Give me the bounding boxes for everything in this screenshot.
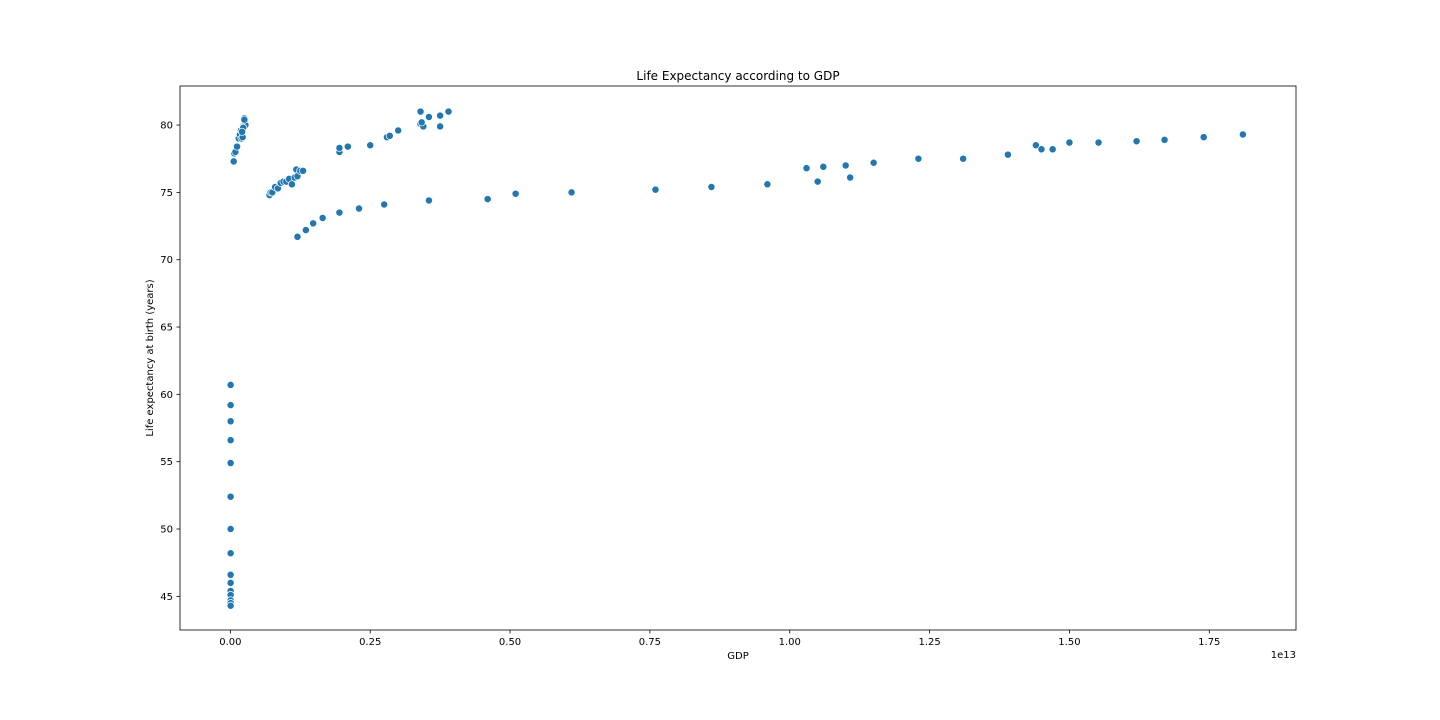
data-point xyxy=(1238,130,1247,139)
data-point xyxy=(1160,135,1169,144)
data-point xyxy=(226,578,235,587)
y-tick-label: 65 xyxy=(160,323,173,334)
x-tick-label: 0.00 xyxy=(219,637,241,648)
data-point xyxy=(287,180,296,189)
x-tick-label: 1.25 xyxy=(918,637,940,648)
y-tick-label: 60 xyxy=(160,390,173,401)
data-point xyxy=(1031,141,1040,150)
data-point xyxy=(813,177,822,186)
data-point xyxy=(417,118,426,127)
data-point xyxy=(483,195,492,204)
data-point xyxy=(299,166,308,175)
data-point xyxy=(355,204,363,213)
data-point xyxy=(226,525,235,533)
data-point xyxy=(1094,138,1103,147)
data-points xyxy=(226,107,1247,610)
x-axis-label: GDP xyxy=(727,651,748,662)
plot-frame xyxy=(179,85,1297,631)
data-point xyxy=(380,200,389,209)
x-axis-offset-label: 1e13 xyxy=(1271,650,1296,661)
x-axis-ticks: 0.00 0.25 0.50 0.75 1.00 1.25 1.50 1.75 xyxy=(219,630,1220,648)
data-point xyxy=(651,185,660,194)
data-point xyxy=(914,154,923,163)
y-axis-ticks: 45 50 55 60 65 70 75 80 xyxy=(160,121,180,603)
data-point xyxy=(238,127,247,136)
data-point xyxy=(226,417,235,426)
data-point xyxy=(511,189,520,198)
data-point xyxy=(802,164,811,173)
x-tick-label: 1.00 xyxy=(779,637,801,648)
x-tick-label: 0.75 xyxy=(639,637,661,648)
data-point xyxy=(293,232,302,241)
data-point xyxy=(343,142,352,151)
data-point xyxy=(385,131,394,140)
data-point xyxy=(394,126,403,135)
data-point xyxy=(1132,137,1141,146)
y-tick-label: 80 xyxy=(160,121,173,132)
data-point xyxy=(318,214,327,222)
x-tick-label: 1.50 xyxy=(1058,637,1080,648)
data-point xyxy=(226,436,235,445)
data-point xyxy=(846,173,855,182)
data-point xyxy=(763,180,772,189)
data-point xyxy=(335,143,344,152)
data-point xyxy=(707,183,716,191)
data-point xyxy=(1199,133,1208,142)
data-point xyxy=(366,141,375,150)
y-tick-label: 75 xyxy=(160,188,173,199)
data-point xyxy=(226,570,235,579)
data-point xyxy=(424,196,433,205)
data-point xyxy=(436,111,445,120)
y-tick-label: 70 xyxy=(160,255,173,266)
x-tick-label: 0.25 xyxy=(359,637,381,648)
data-point xyxy=(1003,150,1012,159)
data-point xyxy=(335,208,344,217)
data-point xyxy=(301,226,310,235)
data-point xyxy=(959,154,968,163)
data-point xyxy=(226,459,235,467)
data-point xyxy=(226,601,235,610)
data-point xyxy=(416,107,425,116)
chart-title: Life Expectancy according to GDP xyxy=(636,69,839,83)
data-point xyxy=(819,162,828,171)
x-tick-label: 0.50 xyxy=(499,637,521,648)
data-point xyxy=(1065,138,1074,147)
data-point xyxy=(309,219,318,228)
data-point xyxy=(567,188,576,197)
y-axis-label: Life expectancy at birth (years) xyxy=(145,279,156,436)
data-point xyxy=(226,380,235,389)
data-point xyxy=(436,122,445,131)
data-point xyxy=(240,115,249,124)
data-point xyxy=(444,107,453,116)
y-tick-label: 50 xyxy=(160,525,173,536)
y-tick-label: 55 xyxy=(160,457,173,468)
data-point xyxy=(226,492,235,501)
data-point xyxy=(841,161,850,170)
data-point xyxy=(1037,145,1046,154)
data-point xyxy=(226,401,235,410)
data-point xyxy=(1048,145,1057,154)
data-point xyxy=(424,113,433,121)
data-point xyxy=(233,142,242,151)
data-point xyxy=(226,549,235,558)
y-tick-label: 45 xyxy=(160,592,173,603)
data-point xyxy=(229,157,238,166)
x-tick-label: 1.75 xyxy=(1198,637,1220,648)
data-point xyxy=(869,158,878,167)
